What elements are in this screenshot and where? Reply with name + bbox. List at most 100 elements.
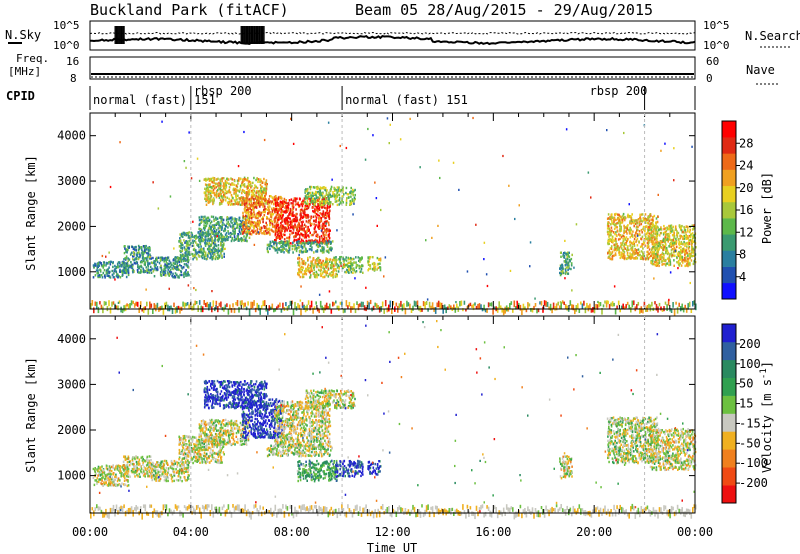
power-patch-cell <box>207 188 210 192</box>
power-ground-cell <box>354 308 357 314</box>
power-patch-cell <box>638 254 640 257</box>
power-patch-cell <box>638 240 640 243</box>
power-patch-cell <box>311 263 314 266</box>
power-patch-cell <box>319 196 321 199</box>
power-patch-cell <box>638 222 641 225</box>
power-patch-cell <box>282 204 284 207</box>
power-patch-cell <box>259 202 261 205</box>
power-patch-cell <box>225 232 228 235</box>
power-patch-cell <box>214 248 217 251</box>
power-patch-cell <box>331 247 333 250</box>
power-patch-cell <box>260 185 263 188</box>
power-patch-cell <box>255 202 258 205</box>
power-patch-cell <box>268 219 271 222</box>
power-patch-cell <box>246 239 248 243</box>
power-patch-cell <box>617 221 620 225</box>
power-patch-cell <box>319 191 321 195</box>
power-patch-cell <box>94 274 97 277</box>
power-patch-cell <box>649 223 651 226</box>
power-patch-cell <box>181 232 183 236</box>
power-patch-cell <box>656 251 658 254</box>
power-patch-cell <box>336 266 339 269</box>
power-patch-cell <box>258 232 260 235</box>
power-patch-cell <box>298 246 300 249</box>
power-patch-cell <box>331 194 334 198</box>
power-patch-cell <box>117 261 120 264</box>
power-patch-cell <box>636 228 639 232</box>
power-patch-cell <box>651 250 654 254</box>
power-patch-cell <box>211 257 213 260</box>
power-patch-cell <box>240 228 243 231</box>
power-ground-cell <box>525 308 528 313</box>
power-patch-cell <box>244 228 246 231</box>
power-patch-cell <box>164 274 167 277</box>
power-patch-cell <box>309 274 312 277</box>
power-patch-cell <box>171 267 174 270</box>
power-patch-cell <box>313 227 316 231</box>
power-patch-cell <box>292 231 295 234</box>
power-patch-cell <box>222 195 225 198</box>
power-patch-cell <box>349 191 352 194</box>
power-patch-cell <box>609 257 611 260</box>
power-patch-cell <box>226 181 228 184</box>
power-patch-cell <box>241 203 243 206</box>
power-patch-cell <box>286 249 289 252</box>
power-patch-cell <box>174 262 176 265</box>
power-patch-cell <box>249 227 252 230</box>
power-patch-cell <box>297 225 299 228</box>
power-patch-cell <box>144 246 147 249</box>
power-patch-cell <box>217 240 220 243</box>
power-patch-cell <box>266 199 269 203</box>
power-patch-cell <box>253 226 255 230</box>
power-patch-cell <box>277 211 279 214</box>
power-patch-cell <box>206 216 208 220</box>
power-patch-cell <box>354 197 356 201</box>
power-patch-cell <box>272 225 275 228</box>
power-patch-cell <box>290 202 292 205</box>
power-patch-cell <box>215 218 217 221</box>
power-patch-cell <box>322 210 325 213</box>
power-patch-cell <box>379 268 382 272</box>
power-patch-cell <box>307 202 309 205</box>
power-patch-cell <box>345 203 348 206</box>
power-patch-cell <box>283 202 286 205</box>
power-patch-cell <box>264 189 266 193</box>
power-patch-cell <box>265 202 267 205</box>
power-patch-cell <box>191 252 193 256</box>
power-patch-cell <box>242 183 245 187</box>
power-patch-cell <box>293 238 296 242</box>
power-patch-cell <box>607 222 609 225</box>
power-patch-cell <box>234 222 237 225</box>
power-patch-cell <box>318 260 320 263</box>
power-patch-cell <box>257 201 260 204</box>
power-patch-cell <box>562 253 565 256</box>
power-patch-cell <box>299 249 301 253</box>
power-patch-cell <box>269 222 271 225</box>
power-ground-cell <box>132 300 134 304</box>
power-patch-cell <box>322 262 324 265</box>
power-patch-cell <box>228 232 230 235</box>
power-ground-cell <box>351 306 354 310</box>
power-patch-cell <box>361 256 363 260</box>
power-patch-cell <box>292 218 295 221</box>
power-patch-cell <box>204 244 207 247</box>
power-patch-cell <box>233 199 236 202</box>
power-patch-cell <box>124 258 127 261</box>
power-patch-cell <box>330 273 332 277</box>
power-patch-cell <box>224 227 226 230</box>
power-patch-cell <box>253 206 255 209</box>
power-patch-cell <box>350 192 353 195</box>
power-patch-cell <box>319 212 321 215</box>
power-patch-cell <box>611 236 614 240</box>
power-patch-cell <box>252 215 254 218</box>
power-patch-cell <box>205 194 208 197</box>
power-patch-cell <box>183 275 185 279</box>
power-patch-cell <box>327 267 330 270</box>
power-patch-cell <box>220 248 222 251</box>
power-patch-cell <box>685 242 688 245</box>
power-patch-cell <box>314 208 316 211</box>
power-patch-cell <box>306 204 308 208</box>
power-patch-cell <box>302 275 305 279</box>
power-patch-cell <box>202 234 204 237</box>
power-patch-cell <box>644 219 647 222</box>
